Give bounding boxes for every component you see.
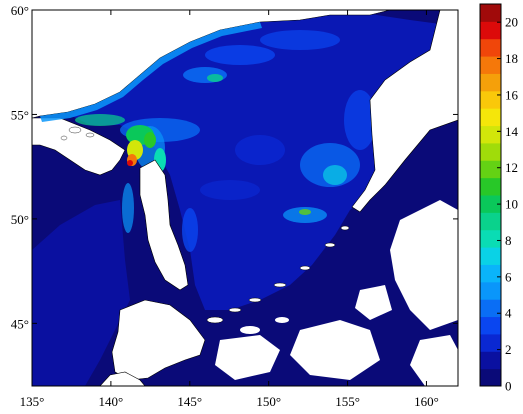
sea-of-japan-field: [32, 200, 130, 386]
colorbar-segment: [480, 229, 501, 248]
lat-tick-label: 60°: [11, 3, 29, 18]
colorbar-segment: [480, 177, 501, 196]
colorbar-segment: [480, 38, 501, 57]
shantar-islands: [60, 126, 95, 141]
lat-tick-label: 45°: [11, 316, 29, 331]
cloud-masked-areas: [215, 200, 458, 386]
colorbar-segment: [480, 299, 501, 318]
colorbar-segment: [480, 212, 501, 231]
colorbar-label: 10: [505, 197, 518, 212]
land-kamchatka: [351, 10, 458, 213]
plot-frame: [31, 9, 459, 387]
colorbar-label: 20: [505, 15, 518, 30]
colorbar-segment: [480, 316, 501, 335]
lat-tick-label: 55°: [11, 107, 29, 122]
colorbar-label: 8: [505, 233, 512, 248]
colorbar-segment: [480, 108, 501, 127]
latitude-axis: 60° 55° 50° 45°: [11, 3, 458, 331]
colorbar-frame: [479, 3, 502, 387]
longitude-axis: 135° 140° 145° 150° 155° 160°: [20, 10, 439, 409]
colorbar-label: 14: [505, 124, 519, 139]
colorbar-label: 0: [505, 379, 512, 394]
colorbar-label: 12: [505, 160, 518, 175]
colorbar-segment: [480, 333, 501, 352]
colorbar-segment: [480, 247, 501, 265]
land-hokkaido: [111, 299, 206, 381]
land-mainland-west: [32, 117, 126, 176]
coastal-band: [40, 22, 262, 122]
colorbar-segment: [480, 73, 501, 92]
colorbar: 0 2 4 6 8 10 12 14 16 18 20: [479, 3, 519, 394]
map-plot-area: [32, 10, 458, 386]
colorbar-segment: [480, 264, 501, 283]
colorbar-segment: [480, 125, 501, 144]
colorbar-segment: [480, 56, 501, 74]
lon-tick-label: 150°: [256, 394, 281, 409]
colorbar-segment: [480, 4, 501, 22]
colorbar-segment: [480, 90, 501, 109]
colorbar-label: 4: [505, 306, 512, 321]
land-sakhalin: [139, 159, 189, 291]
colorbar-segment: [480, 21, 501, 40]
lon-tick-label: 160°: [414, 394, 439, 409]
lon-tick-label: 145°: [177, 394, 202, 409]
colorbar-label: 18: [505, 51, 518, 66]
colorbar-label: 2: [505, 342, 512, 357]
lon-tick-label: 135°: [20, 394, 45, 409]
lon-tick-label: 155°: [335, 394, 360, 409]
colorbar-segment: [480, 351, 501, 370]
colorbar-label: 6: [505, 269, 512, 284]
kuril-islands: [206, 225, 350, 324]
colorbar-segment: [480, 195, 501, 213]
colorbar-label: 16: [505, 87, 519, 102]
lon-tick-label: 140°: [99, 394, 124, 409]
colorbar-segment: [480, 281, 501, 300]
colorbar-segment: [480, 160, 501, 179]
colorbar-segment: [480, 142, 501, 161]
lat-tick-label: 50°: [11, 212, 29, 227]
colorbar-segment: [480, 368, 501, 387]
high-chlorophyll-hotspot: [126, 125, 166, 172]
